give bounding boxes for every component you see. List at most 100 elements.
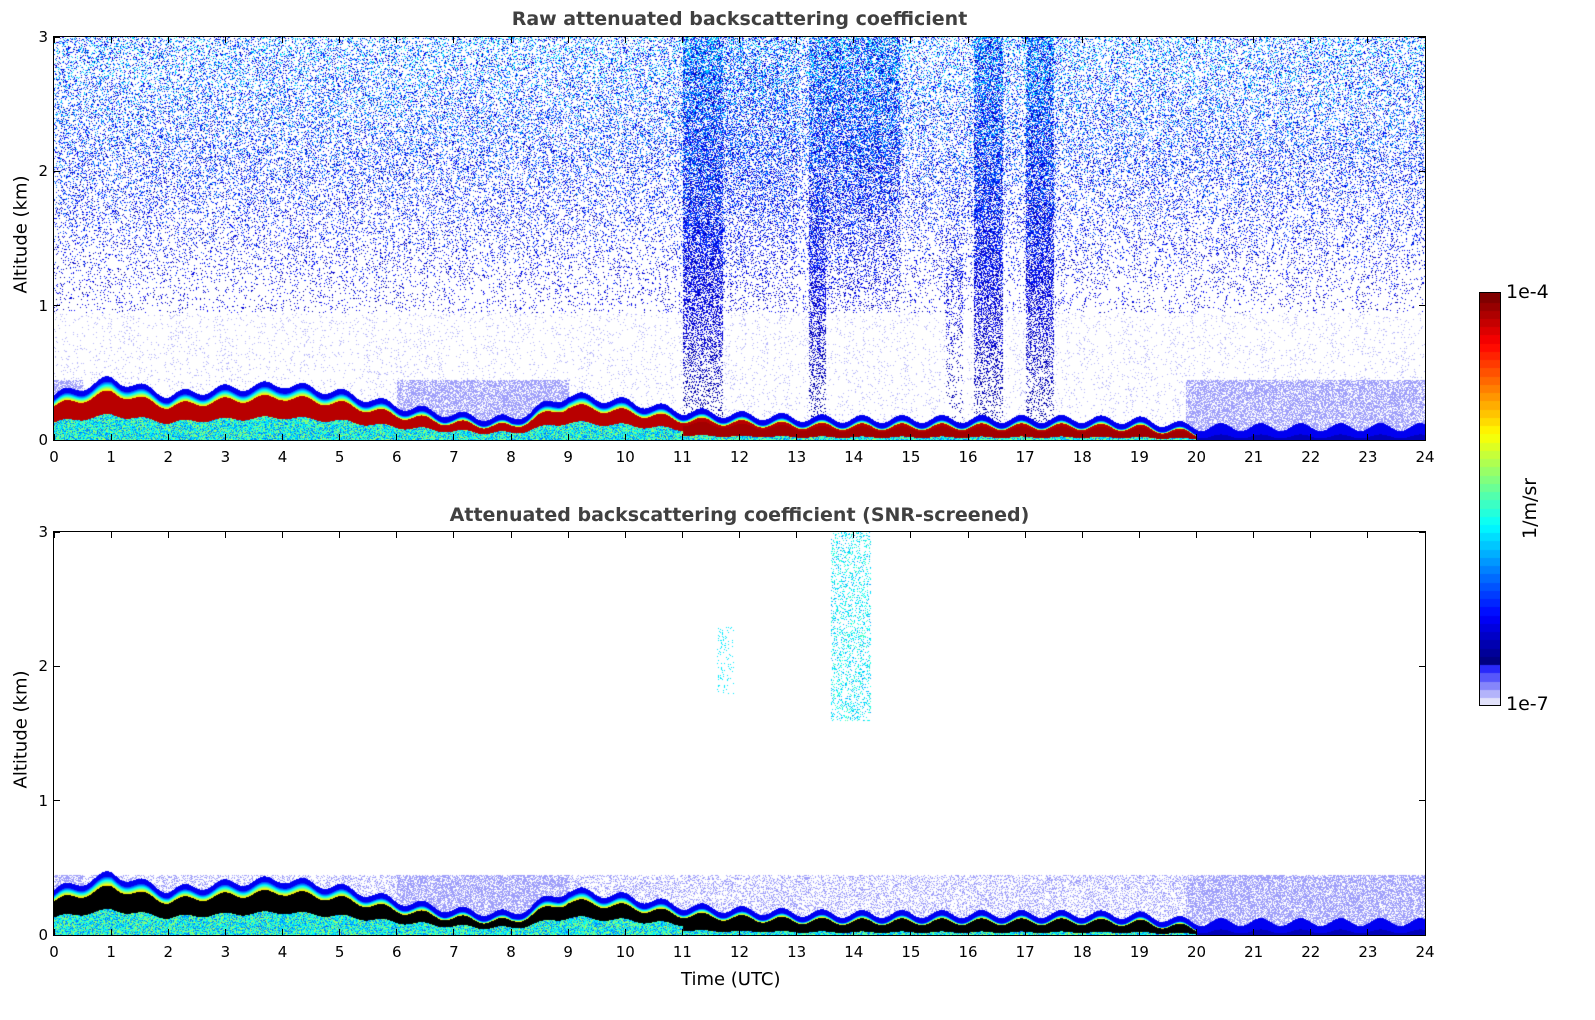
x-tick-top	[967, 37, 969, 43]
x-tick-label: 18	[1072, 448, 1092, 466]
x-tick-label: 19	[1129, 448, 1149, 466]
x-tick	[1424, 434, 1426, 440]
y-tick-right	[1419, 170, 1425, 172]
x-tick-label: 11	[672, 943, 692, 961]
heatmap-raw	[54, 37, 1425, 440]
heatmap-screened	[54, 532, 1425, 935]
y-axis-label-raw: Altitude (km)	[10, 175, 32, 294]
x-tick	[739, 929, 740, 935]
x-tick	[510, 434, 512, 440]
x-tick-label: 17	[1015, 448, 1035, 466]
x-tick-label: 19	[1129, 943, 1149, 961]
x-tick	[967, 929, 969, 935]
y-tick-label: 0	[38, 926, 48, 944]
x-tick-top	[1367, 37, 1369, 43]
x-tick-label: 23	[1358, 943, 1378, 961]
x-tick	[853, 434, 855, 440]
x-tick-top	[1081, 37, 1083, 43]
x-tick-top	[1253, 37, 1255, 43]
x-tick-label: 8	[506, 943, 516, 961]
x-tick-label: 23	[1358, 448, 1378, 466]
x-tick-top	[853, 532, 855, 538]
x-tick-label: 18	[1072, 943, 1092, 961]
x-tick	[224, 929, 226, 935]
colorbar-max-label: 1e-4	[1506, 281, 1549, 303]
x-tick-top	[224, 37, 226, 43]
y-tick-label: 3	[38, 523, 48, 541]
x-tick-label: 16	[958, 448, 978, 466]
x-tick-label: 15	[901, 943, 921, 961]
x-tick-top	[453, 532, 455, 538]
x-tick	[1253, 434, 1255, 440]
x-tick-top	[853, 37, 855, 43]
x-tick-top	[224, 532, 226, 538]
x-tick-top	[567, 37, 569, 43]
x-tick-label: 6	[391, 448, 402, 466]
x-tick	[453, 434, 455, 440]
x-tick	[1024, 434, 1026, 440]
x-tick-label: 21	[1244, 448, 1264, 466]
x-tick-top	[53, 37, 55, 43]
x-tick-label: 8	[506, 448, 516, 466]
x-tick	[1196, 434, 1197, 440]
x-tick-top	[967, 532, 969, 538]
x-tick-label: 0	[49, 943, 59, 961]
x-tick-top	[1310, 37, 1312, 43]
x-tick-top	[396, 37, 398, 43]
y-tick-label: 2	[38, 162, 48, 181]
x-tick	[567, 434, 569, 440]
x-tick-label: 0	[49, 448, 59, 466]
x-tick	[282, 434, 283, 440]
x-tick	[224, 434, 226, 440]
x-tick-top	[796, 37, 798, 43]
x-tick	[1310, 434, 1312, 440]
x-tick-label: 15	[901, 448, 921, 466]
y-tick	[54, 800, 60, 802]
y-tick	[54, 170, 60, 172]
plot-frame-raw	[53, 36, 1426, 441]
x-tick-top	[1253, 532, 1255, 538]
x-tick-top	[624, 37, 626, 43]
x-tick	[1310, 929, 1312, 935]
x-tick	[1081, 929, 1083, 935]
x-tick	[110, 434, 112, 440]
x-tick-label: 6	[391, 943, 402, 961]
x-tick-top	[167, 37, 169, 43]
x-tick-label: 9	[563, 448, 573, 466]
x-tick-top	[681, 532, 683, 538]
x-axis-label: Time (UTC)	[681, 969, 781, 990]
y-tick	[54, 439, 60, 441]
x-tick-label: 10	[615, 448, 635, 466]
plot-frame-screened	[53, 531, 1426, 936]
x-tick-top	[739, 532, 740, 538]
x-tick-top	[567, 532, 569, 538]
x-tick-top	[339, 37, 341, 43]
x-tick-top	[110, 532, 112, 538]
x-tick	[1081, 434, 1083, 440]
x-tick-top	[1424, 532, 1426, 538]
x-tick	[339, 434, 341, 440]
y-tick-right	[1419, 36, 1425, 38]
x-tick	[53, 434, 55, 440]
x-tick-label: 12	[729, 448, 750, 466]
chart-title-screened: Attenuated backscattering coefficient (S…	[449, 504, 1030, 526]
x-tick-top	[1196, 532, 1197, 538]
x-tick	[167, 434, 169, 440]
x-tick-label: 2	[163, 943, 174, 961]
x-tick	[53, 929, 55, 935]
x-tick-top	[110, 37, 112, 43]
x-tick-top	[396, 532, 398, 538]
x-tick-top	[1310, 532, 1312, 538]
x-tick-label: 5	[334, 943, 345, 961]
y-tick-label: 1	[38, 296, 48, 315]
x-tick	[396, 434, 398, 440]
y-tick	[54, 934, 60, 936]
x-tick	[796, 929, 798, 935]
x-tick-top	[1024, 532, 1026, 538]
x-tick-label: 5	[334, 448, 345, 466]
y-tick	[54, 531, 60, 533]
x-tick	[1367, 434, 1369, 440]
y-tick-label: 1	[38, 791, 48, 810]
x-tick	[1424, 929, 1426, 935]
x-tick-label: 11	[672, 448, 692, 466]
